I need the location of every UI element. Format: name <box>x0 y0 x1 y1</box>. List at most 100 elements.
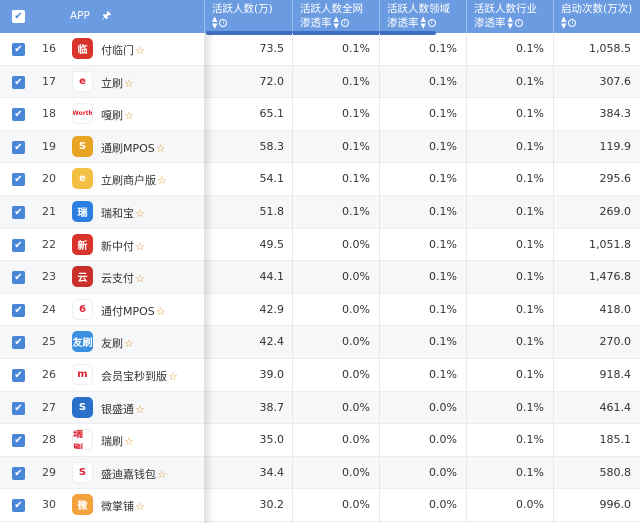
fulinmen-icon[interactable]: 临 <box>72 38 93 59</box>
app-name-link[interactable]: 嘎刷☆ <box>101 107 134 123</box>
row-checkbox[interactable]: ✔ <box>12 434 25 448</box>
weizhangpu-icon[interactable]: 微 <box>72 494 93 516</box>
sort-icon[interactable]: ▲ ▼ <box>420 15 426 30</box>
rank-number: 28 <box>42 433 56 447</box>
row-checkbox[interactable]: ✔ <box>12 206 25 219</box>
table-row[interactable]: ✔ 24 6 通付MPOS☆ 42.9 0.0% 0.1% 0.1% 418.0 <box>0 293 640 327</box>
cell-industry: 0.1% <box>516 335 544 349</box>
lishua-icon[interactable]: e <box>72 70 93 92</box>
info-icon[interactable]: i <box>514 19 523 27</box>
cell-industry: 0.1% <box>516 74 544 88</box>
favorite-star-icon[interactable]: ☆ <box>135 207 145 220</box>
info-icon[interactable]: i <box>568 19 577 27</box>
shengdijia-icon[interactable]: S <box>72 461 93 483</box>
table-row[interactable]: ✔ 28 瑞刷 瑞刷☆ 35.0 0.0% 0.0% 0.1% 185.1 <box>0 424 640 457</box>
table-row[interactable]: ✔ 22 新 新中付☆ 49.5 0.0% 0.1% 0.1% 1,051.8 <box>0 228 640 262</box>
favorite-star-icon[interactable]: ☆ <box>135 402 145 416</box>
row-checkbox[interactable]: ✔ <box>12 401 25 415</box>
favorite-star-icon[interactable]: ☆ <box>135 500 145 514</box>
row-checkbox[interactable]: ✔ <box>12 303 25 317</box>
gashua-icon[interactable]: Worth <box>72 103 93 125</box>
table-row[interactable]: ✔ 26 m 会员宝秒到版☆ 39.0 0.0% 0.1% 0.1% 918.4 <box>0 359 640 392</box>
huiyuanbao-icon[interactable]: m <box>72 364 93 385</box>
row-checkbox[interactable]: ✔ <box>12 238 25 252</box>
col-header-launches[interactable]: 启动次数(万次) ▲ ▼ i <box>553 0 640 33</box>
favorite-star-icon[interactable]: ☆ <box>135 44 145 57</box>
favorite-star-icon[interactable]: ☆ <box>155 141 166 155</box>
youshua-icon[interactable]: 友刷 <box>72 331 93 353</box>
app-name-link[interactable]: 会员宝秒到版☆ <box>101 368 178 384</box>
select-all-checkbox[interactable]: ✔ <box>12 10 25 23</box>
app-name-link[interactable]: 通刷MPOS☆ <box>101 140 166 156</box>
app-name-link[interactable]: 新中付☆ <box>101 238 145 254</box>
row-checkbox[interactable]: ✔ <box>12 369 25 382</box>
app-name-link[interactable]: 立刷商户版☆ <box>101 172 167 188</box>
info-icon[interactable]: i <box>427 19 436 27</box>
lishua-merchant-icon[interactable]: e <box>72 168 93 190</box>
yinshengtong-icon[interactable]: S <box>72 396 93 418</box>
col-header-active-users[interactable]: 活跃人数(万) ▲ ▼ i <box>204 0 292 33</box>
sort-icon[interactable]: ▲ ▼ <box>333 15 339 30</box>
row-checkbox[interactable]: ✔ <box>12 499 25 513</box>
row-checkbox[interactable]: ✔ <box>12 173 25 187</box>
info-icon[interactable]: i <box>340 19 349 27</box>
favorite-star-icon[interactable]: ☆ <box>155 304 166 318</box>
favorite-star-icon[interactable]: ☆ <box>135 239 145 253</box>
table-row[interactable]: ✔ 23 云 云支付☆ 44.1 0.0% 0.1% 0.1% 1,476.8 <box>0 261 640 294</box>
app-name-link[interactable]: 云支付☆ <box>101 270 145 286</box>
favorite-star-icon[interactable]: ☆ <box>124 337 134 351</box>
favorite-star-icon[interactable]: ☆ <box>157 467 167 481</box>
table-row[interactable]: ✔ 27 S 银盛通☆ 38.7 0.0% 0.0% 0.1% 461.4 <box>0 391 640 425</box>
app-name-link[interactable]: 瑞刷☆ <box>101 433 134 449</box>
horizontal-scrollbar[interactable] <box>206 31 436 35</box>
sort-icon[interactable]: ▲ ▼ <box>561 15 567 30</box>
pin-icon[interactable]: 🖈 <box>101 9 112 22</box>
table-row[interactable]: ✔ 17 e 立刷☆ 72.0 0.1% 0.1% 0.1% 307.6 <box>0 65 640 99</box>
xinzhongfu-icon[interactable]: 新 <box>72 233 93 255</box>
tongshua-icon[interactable]: S <box>72 135 93 157</box>
row-checkbox[interactable]: ✔ <box>12 336 25 350</box>
row-checkbox[interactable]: ✔ <box>12 466 25 480</box>
app-name-link[interactable]: 付临门☆ <box>101 42 145 58</box>
table-row[interactable]: ✔ 16 临 付临门☆ 73.5 0.1% 0.1% 0.1% 1,058.5 <box>0 33 640 66</box>
app-name-link[interactable]: 盛迪嘉钱包☆ <box>101 466 167 482</box>
table-row[interactable]: ✔ 20 e 立刷商户版☆ 54.1 0.1% 0.1% 0.1% 295.6 <box>0 163 640 196</box>
row-checkbox[interactable]: ✔ <box>12 43 25 56</box>
app-icon-glyph: 新 <box>77 240 88 252</box>
row-checkbox[interactable]: ✔ <box>12 108 25 122</box>
row-checkbox[interactable]: ✔ <box>12 140 25 154</box>
info-icon[interactable]: i <box>219 19 228 27</box>
row-checkbox[interactable]: ✔ <box>12 271 25 285</box>
col-header-domain-penetration[interactable]: 活跃人数领域 渗透率 ▲ ▼ i <box>379 0 466 33</box>
favorite-star-icon[interactable]: ☆ <box>168 370 178 383</box>
row-checkbox[interactable]: ✔ <box>12 75 25 89</box>
favorite-star-icon[interactable]: ☆ <box>124 76 134 90</box>
app-name-link[interactable]: 通付MPOS☆ <box>101 303 166 319</box>
ruihebao-icon[interactable]: 瑞 <box>72 201 93 222</box>
ruishua-icon[interactable]: 瑞刷 <box>72 429 93 451</box>
app-name-link[interactable]: 瑞和宝☆ <box>101 205 145 221</box>
table-row[interactable]: ✔ 21 瑞 瑞和宝☆ 51.8 0.1% 0.1% 0.1% 269.0 <box>0 196 640 229</box>
tongfu-icon[interactable]: 6 <box>72 298 93 320</box>
rank-number: 20 <box>42 172 56 186</box>
favorite-star-icon[interactable]: ☆ <box>124 109 134 123</box>
sort-icon[interactable]: ▲ ▼ <box>507 15 513 30</box>
app-name-link[interactable]: 立刷☆ <box>101 75 134 91</box>
app-name: 银盛通 <box>101 402 134 416</box>
app-name-link[interactable]: 银盛通☆ <box>101 401 145 417</box>
favorite-star-icon[interactable]: ☆ <box>124 435 134 449</box>
table-row[interactable]: ✔ 29 S 盛迪嘉钱包☆ 34.4 0.0% 0.0% 0.1% 580.8 <box>0 456 640 490</box>
app-name-link[interactable]: 微掌铺☆ <box>101 498 145 514</box>
col-header-industry-penetration[interactable]: 活跃人数行业 渗透率 ▲ ▼ i <box>466 0 553 33</box>
col-header-net-penetration[interactable]: 活跃人数全网 渗透率 ▲ ▼ i <box>292 0 379 33</box>
table-row[interactable]: ✔ 19 S 通刷MPOS☆ 58.3 0.1% 0.1% 0.1% 119.9 <box>0 130 640 164</box>
app-name-link[interactable]: 友刷☆ <box>101 335 134 351</box>
table-row[interactable]: ✔ 25 友刷 友刷☆ 42.4 0.0% 0.1% 0.1% 270.0 <box>0 326 640 359</box>
favorite-star-icon[interactable]: ☆ <box>157 174 167 188</box>
table-row[interactable]: ✔ 30 微 微掌铺☆ 30.2 0.0% 0.0% 0.0% 996.0 <box>0 489 640 522</box>
yunzhifu-icon[interactable]: 云 <box>72 266 93 288</box>
sort-icon[interactable]: ▲ ▼ <box>212 15 218 30</box>
app-column-header[interactable]: APP 🖈 <box>62 0 111 33</box>
favorite-star-icon[interactable]: ☆ <box>135 272 145 286</box>
table-row[interactable]: ✔ 18 Worth 嘎刷☆ 65.1 0.1% 0.1% 0.1% 384.3 <box>0 98 640 131</box>
